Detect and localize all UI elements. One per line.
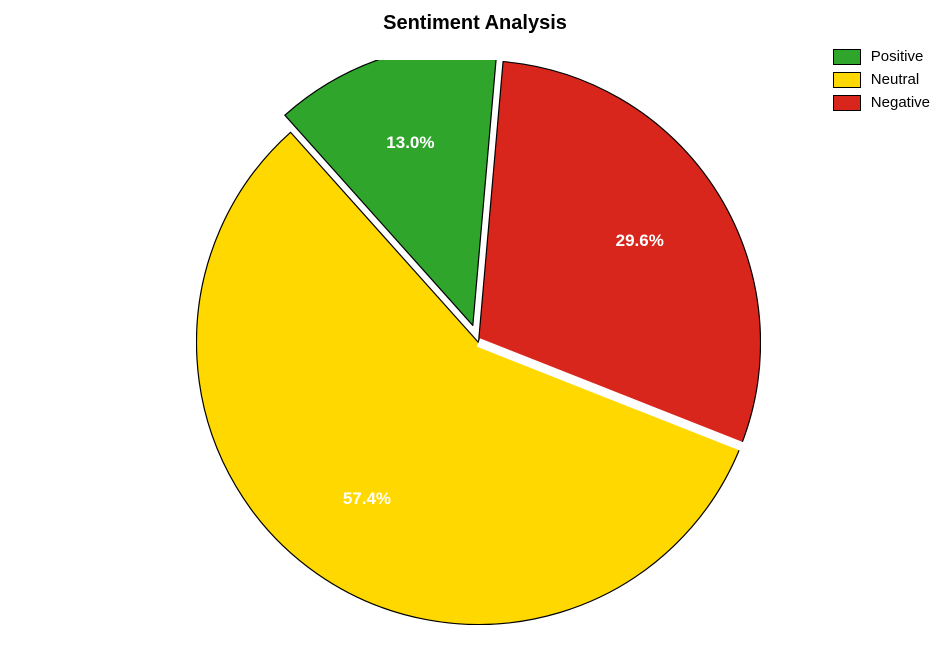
- slice-label-neutral: 57.4%: [343, 489, 391, 509]
- legend-label: Negative: [871, 94, 930, 111]
- slice-label-positive: 13.0%: [386, 133, 434, 153]
- legend-label: Neutral: [871, 71, 919, 88]
- slice-label-negative: 29.6%: [616, 231, 664, 251]
- legend-swatch: [833, 72, 861, 88]
- chart-title: Sentiment Analysis: [383, 12, 567, 35]
- pie-chart: [196, 60, 761, 625]
- legend-item-positive: Positive: [833, 48, 930, 65]
- legend-label: Positive: [871, 48, 924, 65]
- legend-item-neutral: Neutral: [833, 71, 930, 88]
- legend-item-negative: Negative: [833, 94, 930, 111]
- legend-swatch: [833, 95, 861, 111]
- legend: Positive Neutral Negative: [833, 48, 930, 111]
- legend-swatch: [833, 49, 861, 65]
